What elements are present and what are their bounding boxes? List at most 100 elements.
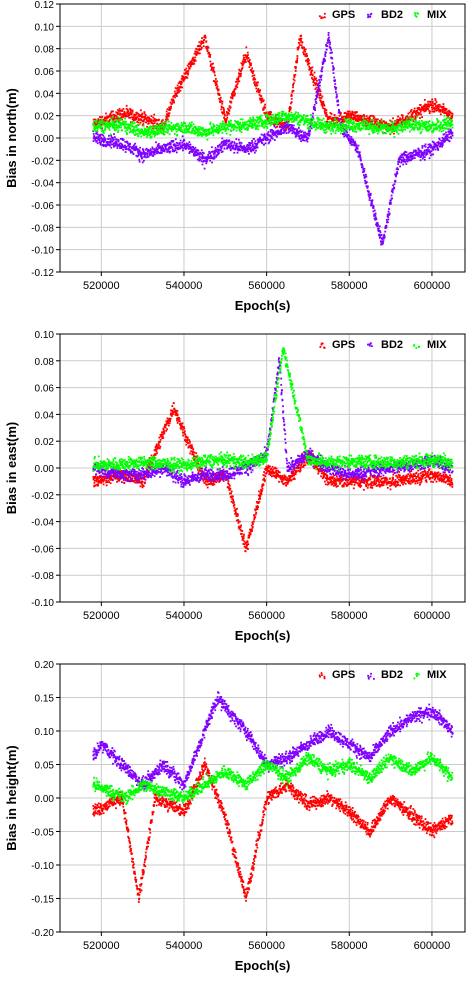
data-point (136, 133, 138, 135)
data-point (119, 108, 121, 110)
data-point (118, 130, 120, 132)
data-point (268, 141, 270, 143)
data-point (112, 111, 114, 113)
data-point (208, 52, 210, 54)
data-point (181, 142, 183, 144)
data-point (318, 87, 320, 89)
data-point (136, 146, 138, 148)
data-point (230, 149, 232, 151)
data-point (369, 115, 371, 117)
data-point (324, 129, 326, 131)
data-point (148, 132, 150, 134)
data-point (296, 59, 298, 61)
data-point (320, 79, 322, 81)
data-point (166, 111, 168, 113)
data-point (309, 132, 311, 134)
data-point (388, 131, 390, 133)
data-point (390, 203, 392, 205)
data-point (103, 132, 105, 134)
data-point (298, 127, 300, 129)
data-point (122, 149, 124, 151)
data-point (287, 127, 289, 129)
data-point (264, 104, 266, 106)
data-point (250, 63, 252, 65)
data-point (200, 49, 202, 51)
data-point (421, 131, 423, 133)
data-point (162, 147, 164, 149)
data-point (352, 129, 354, 131)
data-point (334, 79, 336, 81)
legend-marker (324, 16, 326, 18)
data-point (399, 166, 401, 168)
data-point (398, 121, 400, 123)
data-point (151, 115, 153, 117)
data-point (297, 57, 299, 59)
data-point (333, 68, 335, 70)
data-point (254, 81, 256, 83)
data-point (229, 140, 231, 142)
data-point (352, 130, 354, 132)
data-point (386, 227, 388, 229)
data-point (217, 146, 219, 148)
data-point (333, 122, 335, 124)
data-point (356, 131, 358, 133)
data-point (201, 47, 203, 49)
data-point (324, 105, 326, 107)
data-point (200, 43, 202, 45)
data-point (123, 139, 125, 141)
data-point (214, 74, 216, 76)
data-point (143, 121, 145, 123)
data-point (397, 116, 399, 118)
data-point (285, 113, 287, 115)
data-point (111, 115, 113, 117)
data-point (404, 129, 406, 131)
data-point (421, 116, 423, 118)
data-point (336, 95, 338, 97)
data-point (138, 159, 140, 161)
data-point (307, 138, 309, 140)
data-point (350, 144, 352, 146)
data-point (365, 174, 367, 176)
data-point (432, 121, 434, 123)
data-point (224, 115, 226, 117)
data-point (191, 125, 193, 127)
data-point (169, 112, 171, 114)
data-point (396, 131, 398, 133)
data-point (335, 87, 337, 89)
legend-marker (416, 12, 418, 14)
data-point (377, 133, 379, 135)
data-point (452, 124, 454, 126)
data-point (443, 130, 445, 132)
data-point (228, 121, 230, 123)
data-point (140, 136, 142, 138)
data-point (123, 482, 125, 484)
data-point (291, 101, 293, 103)
data-point (344, 121, 346, 123)
data-point (366, 181, 368, 183)
data-point (398, 133, 400, 135)
data-point (405, 163, 407, 165)
data-point (409, 131, 411, 133)
data-point (316, 96, 318, 98)
data-point (247, 54, 249, 56)
data-point (113, 122, 115, 124)
data-point (251, 140, 253, 142)
x-tick-label: 600000 (414, 280, 451, 292)
data-point (133, 129, 135, 131)
y-tick-label: 0.10 (35, 22, 55, 33)
legend-label: GPS (332, 9, 355, 21)
data-point (314, 82, 316, 84)
data-point (447, 124, 449, 126)
data-point (389, 133, 391, 135)
data-point (446, 109, 448, 111)
data-point (144, 155, 146, 157)
data-point (331, 52, 333, 54)
data-point (306, 55, 308, 57)
data-point (319, 89, 321, 91)
data-point (206, 135, 208, 137)
data-point (240, 149, 242, 151)
data-point (239, 122, 241, 124)
data-point (422, 145, 424, 147)
data-point (328, 39, 330, 41)
